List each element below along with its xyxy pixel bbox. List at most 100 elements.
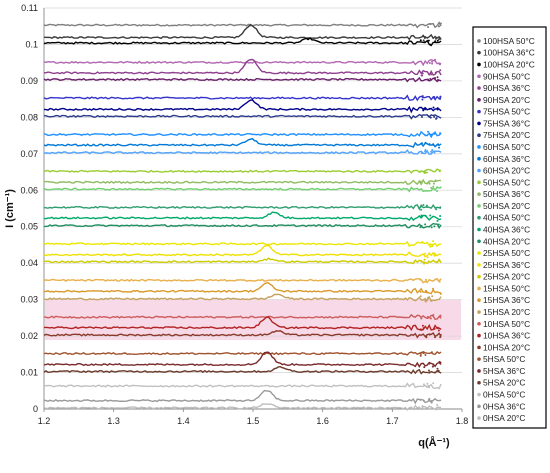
series-line [43, 282, 442, 295]
series-point [422, 109, 425, 112]
series-point [437, 62, 440, 65]
legend-marker [477, 345, 481, 350]
series-point [423, 366, 426, 369]
series-point [439, 315, 442, 318]
series-point [436, 260, 439, 263]
series-line [43, 58, 442, 77]
x-tick-label: 1.4 [177, 416, 190, 426]
legend-marker [477, 404, 481, 409]
legend-marker [477, 392, 481, 397]
series-point [436, 190, 439, 193]
series-point [419, 398, 422, 401]
series-point [423, 262, 426, 265]
series-point [428, 371, 431, 374]
series-point [420, 115, 423, 118]
legend-marker [477, 86, 481, 90]
series-point [430, 299, 433, 302]
series-point [439, 292, 442, 295]
series-point [427, 130, 430, 133]
legend-label: 0HSA 36°C [483, 401, 525, 411]
series-line [43, 130, 442, 139]
series-path [43, 389, 442, 405]
series-path [43, 211, 442, 222]
y-tick-label: 0.02 [20, 331, 38, 341]
series-point [425, 204, 428, 207]
series-point [438, 170, 441, 173]
series-point [428, 397, 431, 400]
legend-marker [477, 145, 481, 149]
series-point [439, 132, 442, 135]
series-point [428, 182, 431, 185]
legend-marker [477, 180, 481, 185]
legend-box [472, 26, 547, 429]
series-point [439, 186, 442, 189]
series-line [43, 113, 442, 120]
y-tick-label: 0.11 [21, 3, 38, 13]
series-path [43, 137, 442, 149]
legend-label: 60HSA 20°C [483, 166, 530, 176]
series-point [420, 208, 423, 211]
legend-marker [477, 333, 481, 338]
legend-label: 0HSA 20°C [483, 413, 525, 423]
series-point [431, 365, 434, 368]
series-line [43, 76, 442, 83]
series-point [419, 39, 422, 42]
series-line [43, 330, 442, 339]
series-point [430, 133, 433, 136]
x-tick-label: 1.6 [316, 416, 329, 426]
series-point [438, 146, 441, 149]
series-point [432, 106, 435, 109]
series-point [439, 215, 442, 218]
legend-label: 75HSA 36°C [483, 118, 530, 128]
series-path [43, 403, 442, 411]
series-point [424, 252, 427, 255]
highlight-band [45, 300, 461, 340]
y-axis-title: I (cm⁻¹) [4, 189, 16, 228]
series-point [439, 206, 442, 209]
series-line [43, 23, 442, 42]
legend-label: 100HSA 20°C [483, 59, 535, 69]
series-line [43, 350, 442, 357]
series-point [432, 240, 435, 243]
legend-marker [477, 416, 481, 420]
series-line [43, 58, 442, 67]
series-point [436, 367, 439, 370]
series-path [43, 58, 442, 67]
series-point [434, 58, 437, 61]
series-point [439, 95, 442, 98]
series-point [436, 39, 439, 42]
series-point [424, 280, 427, 283]
series-point [427, 260, 430, 263]
series-point [434, 371, 437, 374]
series-point [431, 60, 434, 63]
series-line [43, 244, 442, 259]
series-point [435, 208, 438, 211]
series-path [43, 178, 442, 186]
series-path [43, 257, 442, 265]
series-point [436, 186, 439, 189]
series-point [425, 335, 428, 338]
series-point [428, 23, 431, 26]
legend-marker [477, 322, 481, 326]
series-path [43, 21, 442, 29]
series-point [437, 223, 440, 226]
series-point [434, 336, 437, 339]
y-tick-label: 0.1 [25, 39, 38, 49]
series-point [419, 226, 422, 229]
legend-marker [477, 192, 481, 196]
legend-label: 10HSA 36°C [483, 331, 530, 341]
series-path [43, 350, 442, 356]
series-point [428, 252, 431, 255]
series-point [434, 278, 437, 281]
legend-marker [477, 369, 481, 373]
x-tick-label: 1.3 [107, 416, 120, 426]
y-tick-label: 0.08 [20, 112, 38, 122]
series-point [434, 77, 437, 80]
series-point [421, 72, 424, 75]
legend-label: 25HSA 50°C [483, 248, 530, 258]
series-path [43, 330, 442, 339]
x-tick-label: 1.8 [456, 416, 469, 426]
series-point [420, 260, 423, 263]
series-point [423, 36, 426, 39]
